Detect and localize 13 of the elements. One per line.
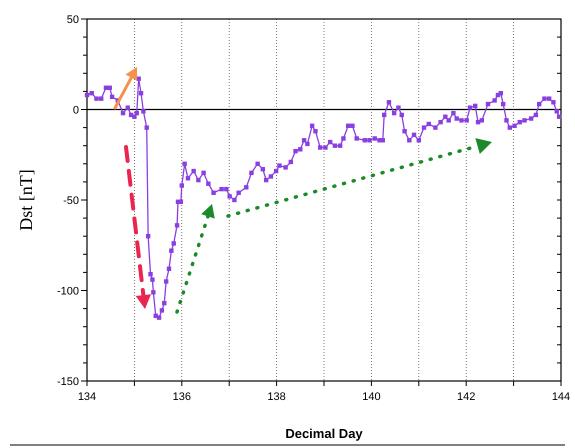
x-axis-title: Decimal Day xyxy=(285,426,364,441)
x-tick-label: 134 xyxy=(78,391,96,403)
x-tick-label: 140 xyxy=(362,391,381,403)
y-tick-label: 0 xyxy=(72,104,79,116)
y-tick-label: -150 xyxy=(56,376,79,388)
x-tick-label: 142 xyxy=(457,391,476,403)
x-tick-label: 144 xyxy=(552,391,570,403)
y-axis-title: Dst [nT] xyxy=(16,169,36,231)
y-tick-label: -50 xyxy=(63,195,79,207)
y-tick-label: -100 xyxy=(56,286,79,298)
x-tick-label: 136 xyxy=(172,391,191,403)
y-tick-label: 50 xyxy=(66,14,79,26)
x-tick-label: 138 xyxy=(267,391,286,403)
